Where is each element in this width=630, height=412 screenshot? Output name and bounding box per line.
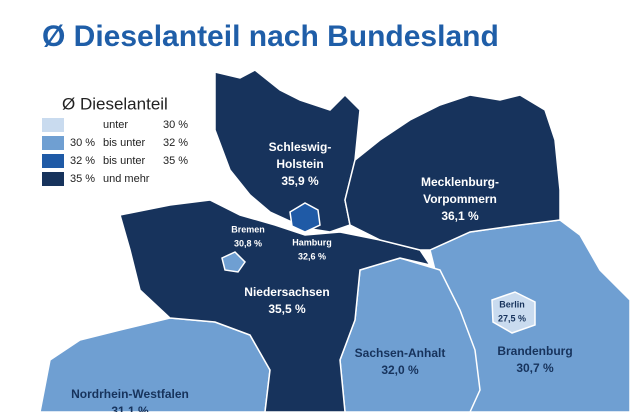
region-name: Vorpommern: [423, 192, 497, 206]
region-labels: Schleswig- Holstein 35,9 % Mecklenburg- Vorp…: [71, 140, 573, 412]
region-name: Bremen: [231, 224, 265, 234]
region-value: 32,6 %: [298, 251, 326, 261]
region-hamburg: [289, 202, 321, 233]
region-name: Berlin: [499, 299, 525, 309]
region-name: Brandenburg: [497, 344, 572, 358]
region-name: Nordrhein-Westfalen: [71, 387, 189, 401]
legend-relation: und mehr: [103, 173, 150, 185]
legend-title: Ø Dieselanteil: [62, 94, 168, 113]
region-value: 32,0 %: [381, 363, 419, 377]
legend-relation: bis unter: [103, 137, 146, 149]
region-name: Schleswig-: [269, 140, 332, 154]
region-name: Hamburg: [292, 237, 332, 247]
region-value: 27,5 %: [498, 313, 526, 323]
legend-to: 35 %: [163, 155, 188, 167]
region-name: Mecklenburg-: [421, 175, 499, 189]
region-value: 30,7 %: [516, 361, 554, 375]
legend-swatch: [42, 136, 64, 150]
legend-from: 32 %: [70, 155, 95, 167]
region-berlin: [491, 291, 536, 334]
region-value: 35,9 %: [281, 174, 319, 188]
region-niedersachsen: [119, 199, 432, 412]
legend: Ø Dieselanteil unter 30 % 30 % bis unter 32 …: [42, 94, 188, 186]
legend-relation: bis unter: [103, 155, 146, 167]
region-name: Holstein: [276, 157, 323, 171]
region-value: 30,8 %: [234, 238, 262, 248]
region-bremen: [221, 251, 246, 273]
legend-relation: unter: [103, 119, 128, 131]
region-name: Niedersachsen: [244, 285, 329, 299]
title: Ø Dieselanteil nach Bundesland: [42, 20, 499, 53]
region-value: 31,1 %: [111, 404, 149, 412]
legend-from: 30 %: [70, 137, 95, 149]
legend-to: 30 %: [163, 119, 188, 131]
map: [39, 69, 630, 412]
region-mecklenburg-vorpommern: [344, 94, 561, 251]
legend-to: 32 %: [163, 137, 188, 149]
legend-swatch: [42, 118, 64, 132]
region-value: 36,1 %: [441, 209, 479, 223]
legend-from: 35 %: [70, 173, 95, 185]
legend-swatch: [42, 172, 64, 186]
legend-swatch: [42, 154, 64, 168]
region-name: Sachsen-Anhalt: [355, 346, 446, 360]
region-value: 35,5 %: [268, 302, 306, 316]
